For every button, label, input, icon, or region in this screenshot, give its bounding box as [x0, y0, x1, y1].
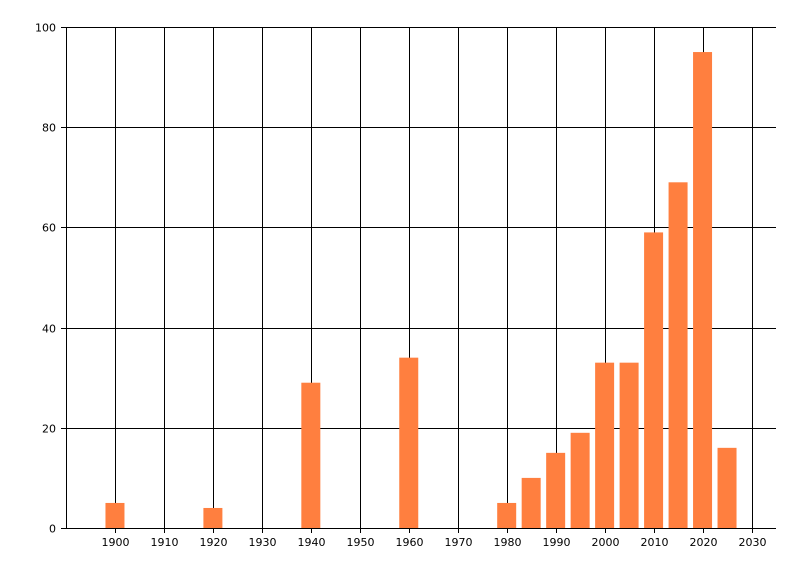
bar — [595, 362, 615, 528]
bar — [668, 182, 688, 528]
y-tick-label: 80 — [42, 122, 56, 135]
bar — [105, 502, 125, 528]
x-tick-label: 1970 — [445, 536, 473, 549]
y-tick-label: 20 — [42, 423, 56, 436]
x-tick-label: 1930 — [249, 536, 277, 549]
bar — [301, 382, 321, 528]
x-tick-label: 1990 — [543, 536, 571, 549]
bars — [105, 52, 737, 529]
bar — [619, 362, 639, 528]
x-tick-label: 1960 — [396, 536, 424, 549]
x-tick-label: 1950 — [347, 536, 375, 549]
bar — [521, 477, 541, 528]
bar — [497, 502, 517, 528]
x-tick-label: 1980 — [494, 536, 522, 549]
bar — [203, 507, 223, 528]
y-tick-label: 100 — [35, 22, 56, 35]
x-axis-ticks: 1900 1910 1920 1930 1940 1950 1960 1970 1980 1990… — [102, 528, 767, 549]
bar — [644, 232, 664, 528]
y-tick-label: 40 — [42, 323, 56, 336]
axes — [66, 27, 776, 529]
x-tick-label: 2020 — [690, 536, 718, 549]
bar — [546, 452, 566, 528]
x-tick-label: 2030 — [739, 536, 767, 549]
x-tick-label: 1920 — [200, 536, 228, 549]
bar — [693, 52, 713, 529]
bar — [717, 447, 737, 528]
x-tick-label: 1910 — [151, 536, 179, 549]
x-tick-label: 1940 — [298, 536, 326, 549]
bar — [570, 432, 590, 528]
bar — [399, 357, 419, 528]
x-tick-label: 2000 — [592, 536, 620, 549]
x-tick-label: 2010 — [641, 536, 669, 549]
x-tick-label: 1900 — [102, 536, 130, 549]
y-axis-ticks: 0 20 40 60 80 100 — [35, 22, 66, 536]
y-tick-label: 0 — [49, 523, 56, 536]
y-tick-label: 60 — [42, 222, 56, 235]
